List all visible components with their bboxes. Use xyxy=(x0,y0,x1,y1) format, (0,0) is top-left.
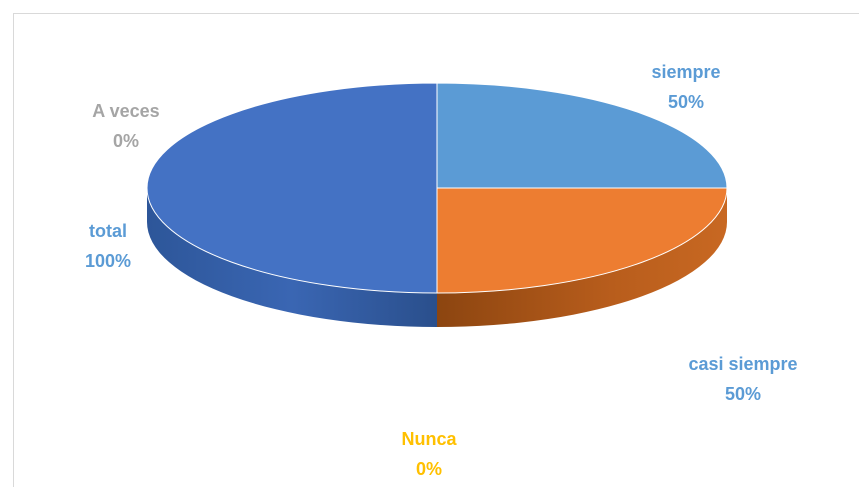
data-label-category: Nunca xyxy=(401,429,457,449)
pie-slice-casi-siempre xyxy=(436,187,728,294)
data-label-percent: 50% xyxy=(668,92,704,112)
data-label-category: total xyxy=(89,221,127,241)
data-label-category: A veces xyxy=(92,101,159,121)
data-label-a-veces: A veces 0% xyxy=(92,101,159,151)
pie-side-total xyxy=(147,188,437,327)
data-label-percent: 0% xyxy=(416,459,442,479)
data-label-total: total 100% xyxy=(85,221,131,271)
data-label-category: casi siempre xyxy=(688,354,797,374)
data-label-percent: 0% xyxy=(113,131,139,151)
data-label-category: siempre xyxy=(651,62,720,82)
data-label-percent: 100% xyxy=(85,251,131,271)
pie-slice-total xyxy=(146,82,438,294)
chart-frame xyxy=(13,13,859,487)
pie-slice-siempre xyxy=(436,82,728,189)
data-label-nunca: Nunca 0% xyxy=(401,429,457,479)
data-label-casi-siempre: casi siempre 50% xyxy=(688,354,797,404)
pie-side-casi-siempre xyxy=(437,188,727,327)
data-label-siempre: siempre 50% xyxy=(651,62,720,112)
data-label-percent: 50% xyxy=(725,384,761,404)
